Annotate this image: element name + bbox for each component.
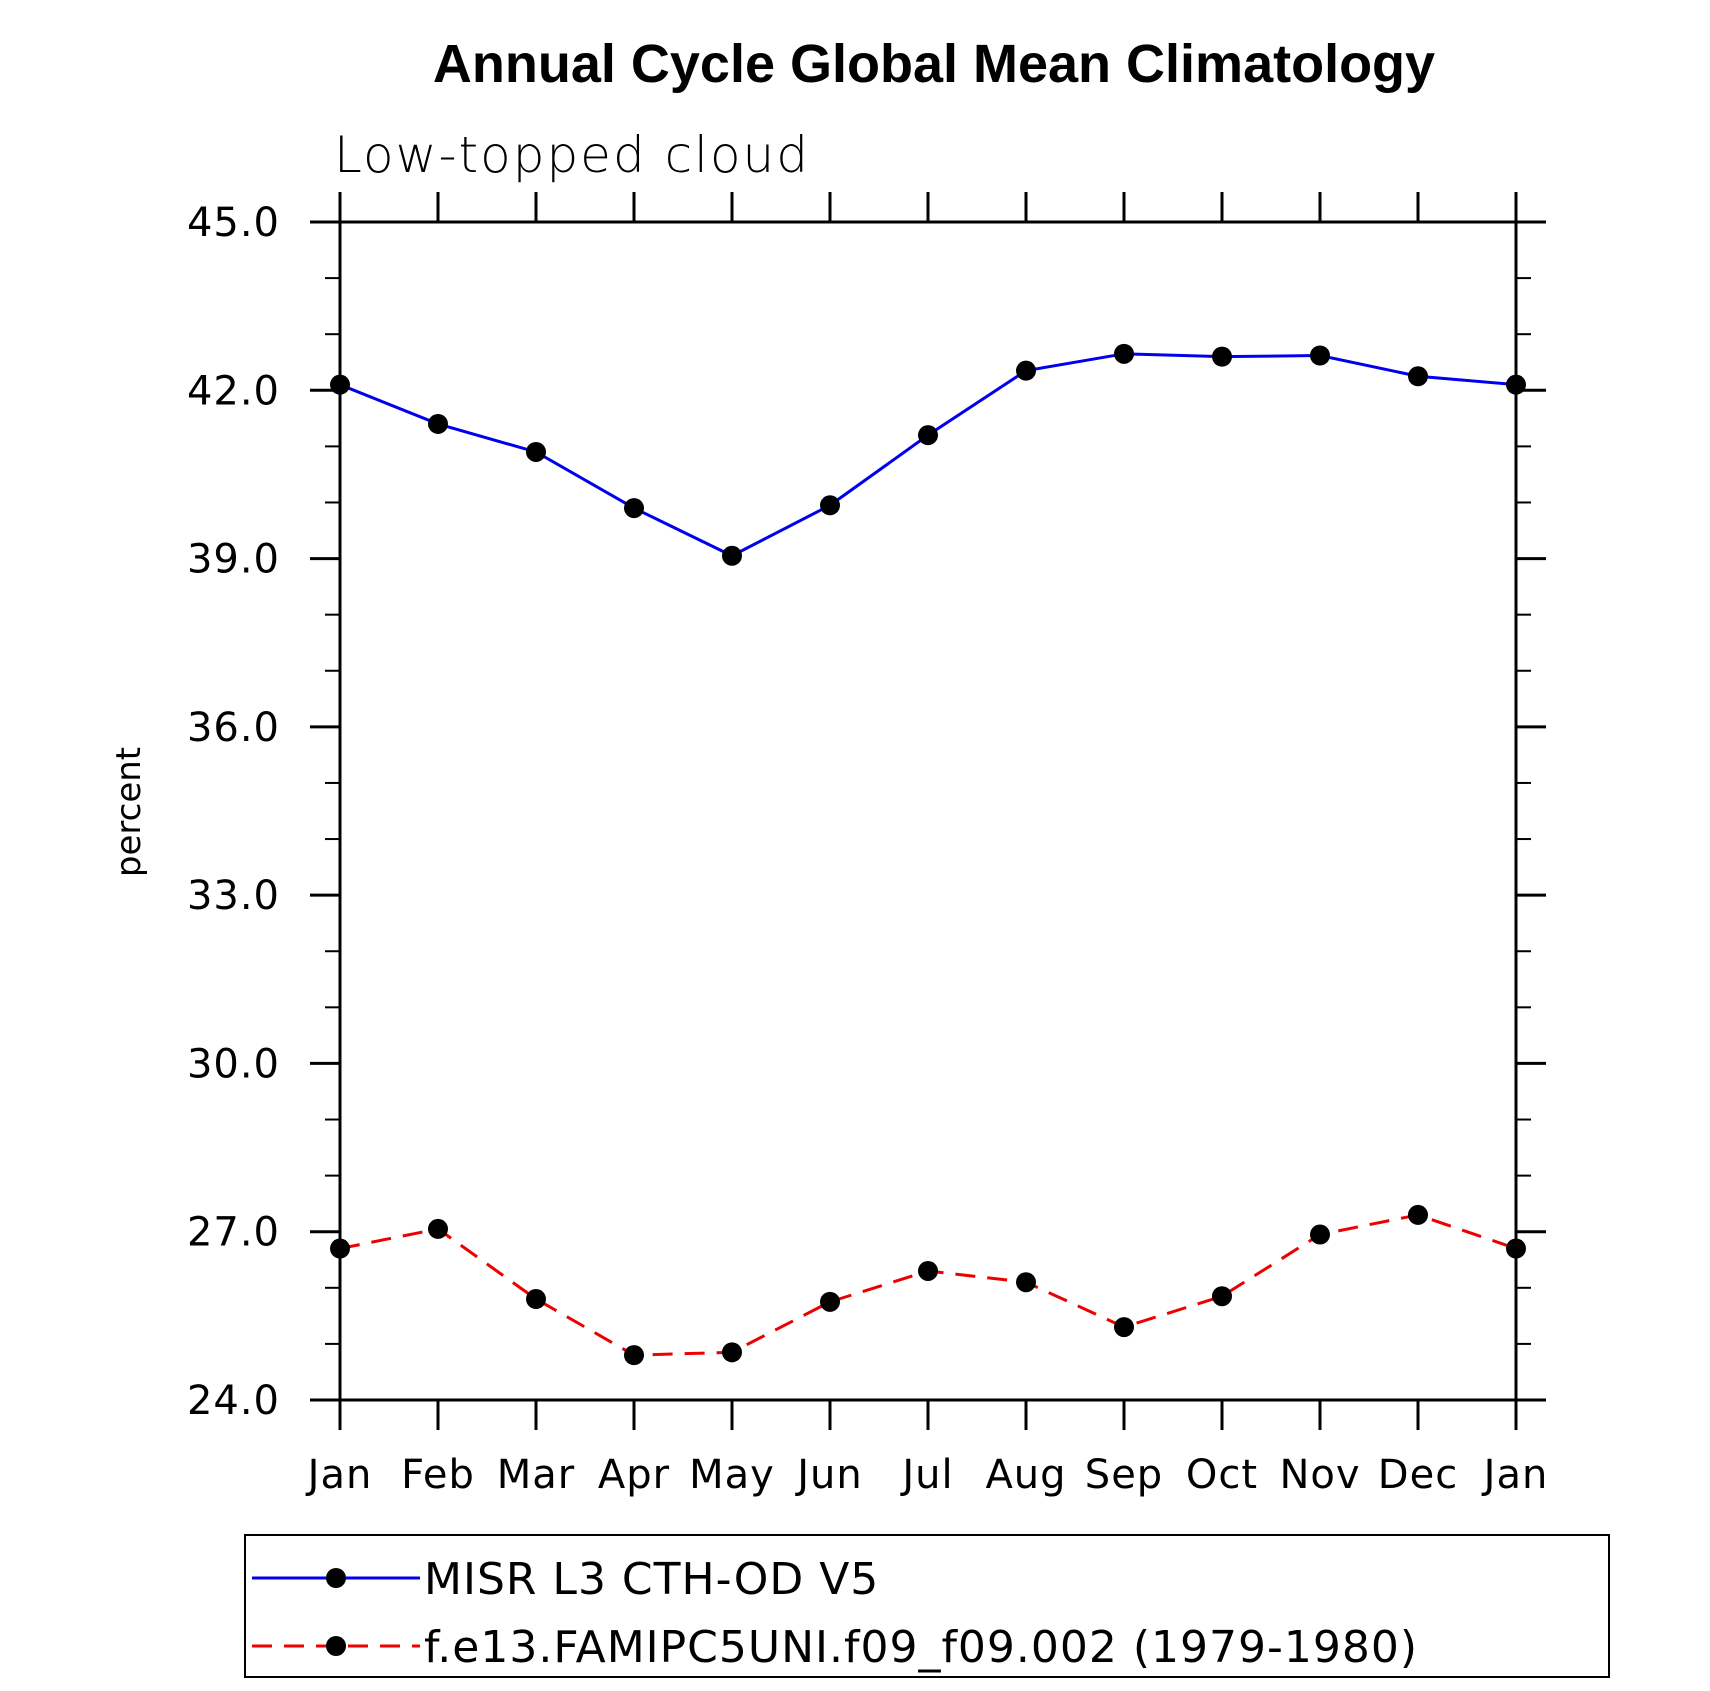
series-2 bbox=[330, 1204, 1526, 1366]
data-point bbox=[1114, 343, 1134, 364]
legend-item: f.e13.FAMIPC5UNI.f09_f09.002 (1979-1980) bbox=[252, 1622, 1418, 1673]
data-point bbox=[526, 441, 546, 462]
data-point bbox=[1016, 1272, 1036, 1293]
data-point bbox=[330, 1238, 350, 1259]
data-point bbox=[1506, 1238, 1526, 1259]
data-point bbox=[722, 1342, 742, 1363]
y-tick-label: 45.0 bbox=[187, 200, 280, 246]
data-point bbox=[1408, 1204, 1428, 1225]
data-point bbox=[428, 1218, 448, 1239]
data-point bbox=[1114, 1317, 1134, 1338]
series-line bbox=[339, 352, 1517, 558]
chart-title: Annual Cycle Global Mean Climatology bbox=[433, 34, 1435, 94]
legend-swatch-marker bbox=[326, 1636, 346, 1656]
legend-label: f.e13.FAMIPC5UNI.f09_f09.002 (1979-1980) bbox=[424, 1622, 1418, 1673]
x-tick-label: Jun bbox=[794, 1452, 863, 1498]
data-point bbox=[1310, 1224, 1330, 1245]
data-point bbox=[624, 498, 644, 519]
x-tick-label: Jan bbox=[1481, 1452, 1549, 1498]
series-layer bbox=[330, 343, 1526, 1366]
legend-box bbox=[244, 1534, 1610, 1678]
data-point bbox=[820, 495, 840, 516]
data-point bbox=[330, 374, 350, 395]
y-tick-label: 27.0 bbox=[187, 1210, 280, 1256]
x-tick-label: Aug bbox=[985, 1452, 1066, 1498]
data-point bbox=[722, 545, 742, 566]
data-point bbox=[1506, 374, 1526, 395]
series-line bbox=[339, 1213, 1517, 1357]
data-point bbox=[820, 1291, 840, 1312]
y-tick-label: 24.0 bbox=[187, 1378, 280, 1424]
legend: MISR L3 CTH-OD V5 f.e13.FAMIPC5UNI.f09_f0… bbox=[244, 1534, 1610, 1678]
x-tick-label: Sep bbox=[1085, 1452, 1163, 1498]
x-tick-label: Mar bbox=[497, 1452, 575, 1498]
y-tick-label: 30.0 bbox=[187, 1041, 280, 1087]
data-point bbox=[624, 1345, 644, 1366]
data-point bbox=[1408, 366, 1428, 387]
x-tick-label: Jul bbox=[899, 1452, 953, 1498]
plot-frame: Jan Feb Mar Apr May Jun Jul Aug Sep Oct Nov Dec Jan 2… bbox=[187, 192, 1549, 1498]
x-tick-label: Jan bbox=[305, 1452, 373, 1498]
legend-swatch-marker bbox=[326, 1568, 346, 1588]
x-tick-label: Oct bbox=[1186, 1452, 1258, 1498]
x-tick-label: Apr bbox=[598, 1452, 670, 1498]
y-axis-label: percent bbox=[109, 747, 149, 877]
data-point bbox=[526, 1289, 546, 1310]
legend-label: MISR L3 CTH-OD V5 bbox=[424, 1554, 879, 1605]
data-point bbox=[918, 425, 938, 446]
series-1 bbox=[330, 343, 1526, 566]
data-point bbox=[1212, 346, 1232, 367]
y-tick-label: 39.0 bbox=[187, 537, 280, 583]
data-point bbox=[1310, 345, 1330, 366]
x-tick-label: Feb bbox=[401, 1452, 475, 1498]
y-tick-label: 36.0 bbox=[187, 705, 280, 751]
data-point bbox=[1212, 1286, 1232, 1307]
x-tick-label: May bbox=[689, 1452, 775, 1498]
chart-subtitle: Low-topped cloud bbox=[334, 126, 810, 184]
y-tick-label: 42.0 bbox=[187, 368, 280, 414]
x-tick-label: Nov bbox=[1279, 1452, 1360, 1498]
data-point bbox=[1016, 360, 1036, 381]
legend-item: MISR L3 CTH-OD V5 bbox=[252, 1554, 879, 1605]
plot-border bbox=[338, 220, 1518, 1402]
y-tick-label: 33.0 bbox=[187, 873, 280, 919]
x-tick-label: Dec bbox=[1378, 1452, 1458, 1498]
data-point bbox=[918, 1260, 938, 1281]
data-point bbox=[428, 413, 448, 434]
